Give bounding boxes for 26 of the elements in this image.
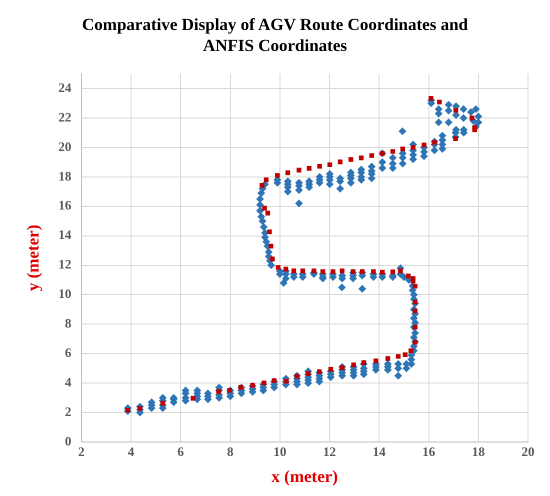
y-tick-label: 22 — [58, 109, 72, 124]
x-tick-label: 8 — [227, 444, 234, 460]
x-tick-label: 12 — [323, 444, 336, 460]
y-tick-label: 12 — [58, 256, 72, 272]
y-tick-label: 4 — [64, 374, 72, 390]
y-tick-label: 14 — [58, 227, 72, 242]
y-tick-label: 20 — [58, 138, 72, 154]
y-tick-label: 16 — [58, 198, 72, 213]
y-tick-label: 18 — [58, 168, 72, 184]
y-tick-label: 2 — [64, 404, 72, 419]
x-tick-label: 18 — [472, 444, 486, 460]
x-tick-label: 10 — [273, 444, 286, 460]
y-tick-label: 24 — [58, 80, 72, 95]
x-tick-label: 2 — [78, 444, 85, 460]
y-tick-label: 0 — [64, 433, 72, 448]
x-axis-title: x (meter) — [271, 467, 338, 486]
x-tick-label: 6 — [177, 444, 184, 460]
y-tick-label: 8 — [64, 316, 72, 331]
y-tick-label: 10 — [58, 286, 72, 302]
x-tick-label: 16 — [422, 444, 436, 460]
x-tick-label: 4 — [128, 444, 135, 460]
y-axis-title: y (meter) — [24, 224, 43, 292]
x-tick-label: 20 — [522, 444, 534, 460]
y-tick-label: 6 — [64, 344, 72, 360]
chart-title: Comparative Display of AGV Route Coordinates and ANFIS Coordinates — [81, 14, 469, 56]
x-tick-label: 14 — [372, 444, 386, 460]
